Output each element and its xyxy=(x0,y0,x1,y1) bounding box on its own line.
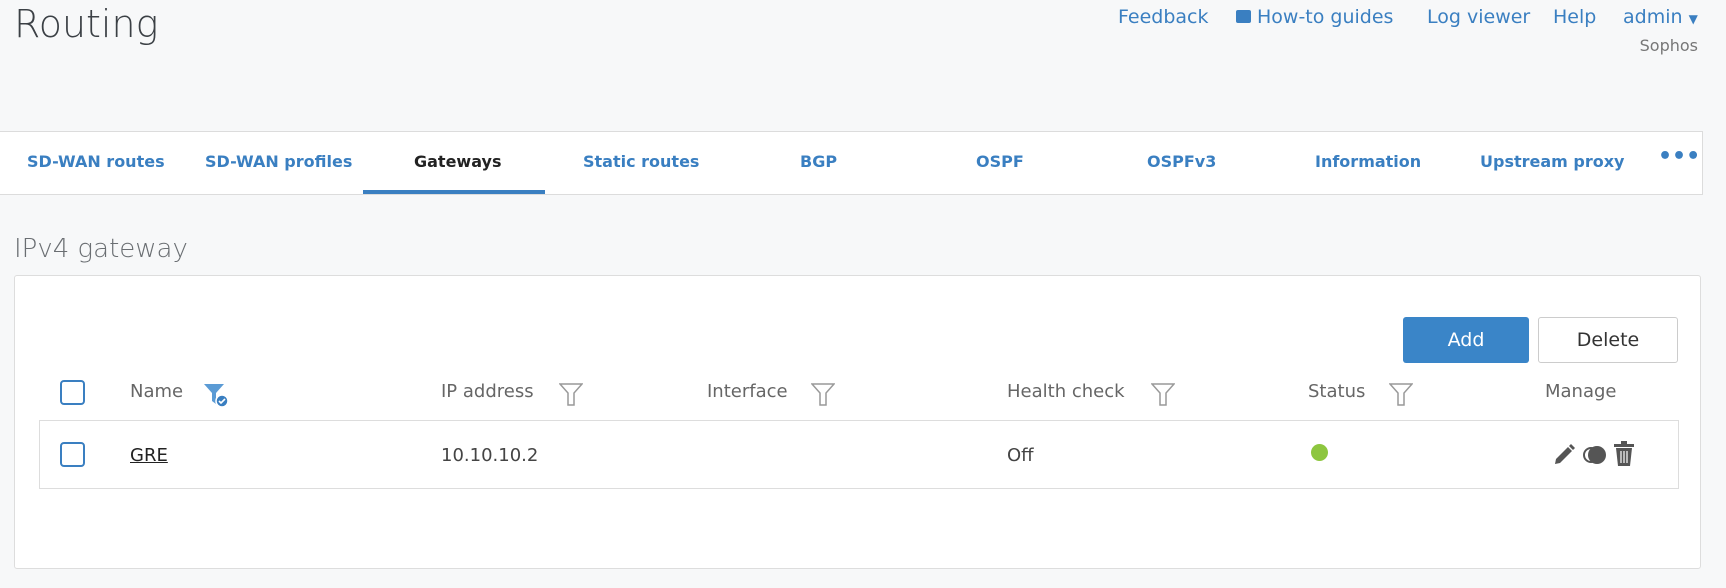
row-checkbox[interactable] xyxy=(60,442,85,467)
help-link[interactable]: Help xyxy=(1553,6,1597,28)
column-ip-address[interactable]: IP address xyxy=(441,381,534,402)
page-title: Routing xyxy=(14,2,159,46)
tab-ospfv3[interactable]: OSPFv3 xyxy=(1147,152,1217,171)
select-all-checkbox[interactable] xyxy=(60,380,85,405)
edit-pencil-icon[interactable] xyxy=(1552,443,1576,467)
tab-bar: SD-WAN routes SD-WAN profiles Gateways S… xyxy=(0,131,1703,195)
tab-static-routes[interactable]: Static routes xyxy=(583,152,700,171)
column-manage: Manage xyxy=(1545,381,1617,402)
how-to-guides-link[interactable]: How-to guides xyxy=(1236,6,1393,28)
filter-icon[interactable] xyxy=(1389,382,1413,408)
tab-bgp[interactable]: BGP xyxy=(800,152,838,171)
active-tab-indicator xyxy=(363,190,545,194)
video-camera-icon xyxy=(1236,10,1251,23)
more-tabs-icon[interactable]: ••• xyxy=(1658,144,1701,169)
tab-gateways[interactable]: Gateways xyxy=(414,152,502,171)
toggle-icon[interactable] xyxy=(1583,444,1607,466)
column-health-check[interactable]: Health check xyxy=(1007,381,1125,402)
filter-active-icon[interactable] xyxy=(203,382,229,408)
column-interface[interactable]: Interface xyxy=(707,381,788,402)
admin-menu[interactable]: admin ▼ xyxy=(1623,6,1698,28)
column-status[interactable]: Status xyxy=(1308,381,1366,402)
column-name[interactable]: Name xyxy=(130,381,184,402)
how-to-guides-label: How-to guides xyxy=(1257,6,1394,28)
delete-button[interactable]: Delete xyxy=(1538,317,1678,363)
filter-icon[interactable] xyxy=(559,382,583,408)
trash-icon[interactable] xyxy=(1613,441,1635,467)
admin-label: admin xyxy=(1623,6,1683,28)
filter-icon[interactable] xyxy=(811,382,835,408)
log-viewer-link[interactable]: Log viewer xyxy=(1427,6,1531,28)
table-row: GRE 10.10.10.2 Off xyxy=(39,420,1679,489)
health-check-cell: Off xyxy=(1007,445,1034,466)
gateway-name-link[interactable]: GRE xyxy=(130,445,168,466)
filter-icon[interactable] xyxy=(1151,382,1175,408)
section-title: IPv4 gateway xyxy=(14,234,188,264)
status-active-dot xyxy=(1311,444,1328,461)
org-name: Sophos xyxy=(1639,36,1698,55)
tab-ospf[interactable]: OSPF xyxy=(976,152,1024,171)
tab-sd-wan-routes[interactable]: SD-WAN routes xyxy=(27,152,165,171)
caret-down-icon: ▼ xyxy=(1688,12,1698,26)
gateway-panel: Add Delete Name IP address Interface Hea… xyxy=(14,275,1701,569)
ip-address-cell: 10.10.10.2 xyxy=(441,445,539,466)
tab-information[interactable]: Information xyxy=(1315,152,1422,171)
add-button[interactable]: Add xyxy=(1403,317,1529,363)
tab-upstream-proxy[interactable]: Upstream proxy xyxy=(1480,152,1625,171)
feedback-link[interactable]: Feedback xyxy=(1118,6,1209,28)
tab-sd-wan-profiles[interactable]: SD-WAN profiles xyxy=(205,152,353,171)
